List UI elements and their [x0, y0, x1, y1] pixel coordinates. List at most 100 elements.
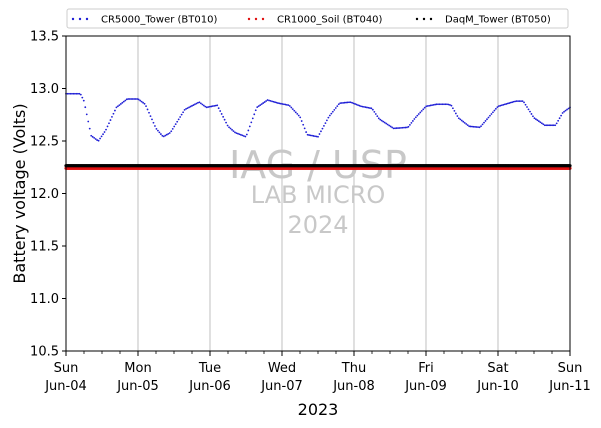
data-point — [404, 126, 407, 129]
data-point — [432, 103, 435, 106]
data-point — [272, 100, 275, 103]
data-point — [79, 93, 82, 96]
data-point — [463, 121, 466, 124]
data-point — [532, 115, 534, 118]
data-point — [122, 100, 125, 103]
data-point — [462, 120, 465, 123]
data-point — [199, 102, 202, 105]
legend-marker — [422, 17, 426, 21]
data-point — [414, 116, 417, 119]
data-point — [360, 105, 362, 108]
data-point — [422, 108, 425, 111]
x-tick-date: Jun-07 — [260, 379, 303, 394]
data-point — [383, 121, 386, 124]
data-point — [164, 134, 167, 137]
x-tick-date: Jun-11 — [548, 379, 591, 394]
data-point — [480, 125, 482, 128]
legend-marker — [71, 17, 75, 21]
data-point — [537, 120, 540, 123]
data-point — [508, 102, 511, 104]
data-point — [241, 134, 244, 137]
data-point — [88, 127, 91, 130]
data-point — [244, 135, 247, 138]
legend-box — [66, 8, 569, 29]
data-point — [444, 103, 447, 106]
data-point — [520, 100, 522, 102]
data-point — [325, 119, 328, 122]
data-point — [551, 124, 554, 127]
data-point — [254, 109, 257, 112]
data-point — [487, 116, 490, 119]
x-tick-day: Tue — [198, 361, 221, 376]
data-point — [232, 130, 235, 133]
data-point — [557, 119, 560, 122]
data-point — [280, 102, 282, 105]
data-point — [198, 101, 201, 104]
data-point — [223, 118, 226, 121]
data-point — [539, 121, 542, 124]
data-point — [154, 125, 156, 127]
data-point — [373, 110, 376, 113]
data-point — [474, 125, 477, 128]
data-point — [185, 107, 187, 110]
data-point — [102, 133, 104, 136]
data-point — [202, 104, 205, 107]
data-point — [257, 105, 260, 107]
data-point — [354, 103, 356, 105]
x-tick-day: Sat — [487, 361, 508, 376]
data-point — [346, 101, 349, 104]
data-point — [285, 103, 288, 106]
data-point — [521, 100, 524, 102]
data-point — [567, 107, 570, 110]
data-point — [509, 101, 512, 104]
data-point — [425, 105, 428, 108]
data-point — [149, 115, 152, 117]
data-point — [284, 103, 287, 106]
x-tick-day: Thu — [341, 361, 366, 376]
x-tick-day: Sun — [558, 361, 583, 376]
data-point — [94, 138, 97, 140]
data-point — [176, 120, 179, 123]
data-point — [189, 105, 192, 108]
data-point — [352, 102, 355, 105]
data-point — [339, 102, 342, 105]
data-point — [475, 126, 478, 128]
data-point — [302, 123, 305, 126]
data-point — [69, 92, 72, 95]
data-point — [134, 98, 137, 100]
data-point — [81, 96, 84, 99]
data-point — [358, 104, 361, 107]
data-point — [337, 103, 340, 106]
data-point — [204, 105, 207, 108]
data-point — [374, 113, 377, 115]
data-point — [431, 104, 434, 107]
data-point — [125, 98, 128, 101]
x-tick-date: Jun-08 — [332, 379, 375, 394]
data-point — [545, 124, 548, 127]
watermark-line-2: LAB MICRO — [251, 181, 386, 209]
data-point — [477, 126, 479, 129]
data-point — [471, 125, 474, 128]
data-point — [82, 99, 85, 102]
data-point — [91, 135, 94, 138]
data-point — [197, 101, 199, 104]
data-point — [250, 121, 253, 124]
data-point — [443, 103, 445, 106]
data-point — [155, 127, 158, 130]
data-point — [143, 102, 146, 105]
data-point — [566, 108, 568, 111]
data-point — [440, 103, 442, 106]
data-point — [496, 106, 499, 108]
data-point — [314, 135, 316, 138]
data-point — [111, 116, 113, 118]
data-point — [549, 124, 552, 127]
data-point — [518, 100, 521, 102]
data-point — [490, 113, 493, 115]
data-point — [380, 119, 383, 122]
data-point — [300, 120, 303, 122]
x-tick-day: Fri — [418, 361, 434, 376]
data-point — [145, 105, 147, 108]
x-tick-day: Sun — [54, 361, 79, 376]
legend-marker — [261, 17, 265, 21]
